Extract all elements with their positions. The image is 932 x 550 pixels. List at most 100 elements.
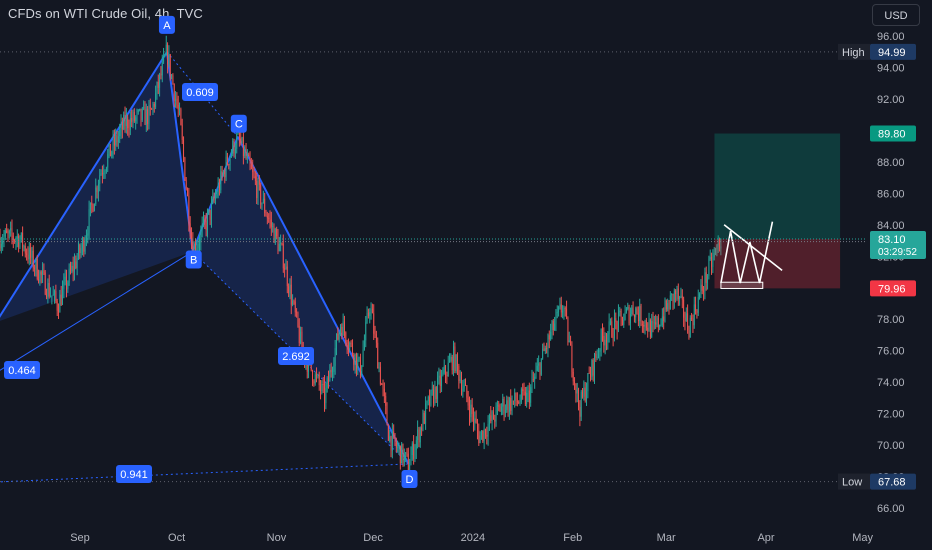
point-label-a[interactable]: A xyxy=(158,15,175,34)
time-axis[interactable]: Sep Oct Nov Dec 2024 Feb Mar Apr May xyxy=(70,532,873,544)
candle-body xyxy=(365,322,367,341)
candle-body xyxy=(447,362,449,376)
candle-body xyxy=(78,245,79,259)
candle-body xyxy=(221,171,223,175)
position-loss-zone[interactable] xyxy=(714,238,841,289)
zigzag-path[interactable] xyxy=(720,221,774,284)
point-label-c[interactable]: C xyxy=(230,114,247,133)
stop-price-tag[interactable]: 79.96 xyxy=(870,280,916,297)
candle-body xyxy=(602,329,603,337)
candle-body xyxy=(354,353,356,365)
pattern-labels-layer[interactable]: A B C D 0.609 0.464 2.692 0.941 xyxy=(4,15,418,488)
point-label-d[interactable]: D xyxy=(401,469,418,488)
candle-body xyxy=(290,284,292,305)
candle-body xyxy=(604,339,606,346)
candle-body xyxy=(641,324,643,326)
pattern-leg-cd[interactable] xyxy=(236,136,410,465)
last-price-bg xyxy=(870,230,926,259)
candle-body xyxy=(83,239,85,252)
candle-body xyxy=(213,196,215,200)
candle-body xyxy=(367,312,369,316)
candle-body xyxy=(647,327,649,332)
candle-body xyxy=(373,313,375,334)
pattern-leg-xa[interactable] xyxy=(0,51,168,322)
candle-body xyxy=(324,384,325,404)
candle-body xyxy=(527,390,529,393)
candle-body xyxy=(161,62,163,76)
currency-button[interactable]: USD xyxy=(872,4,920,26)
candle-body xyxy=(415,440,417,450)
candle-body xyxy=(88,209,90,234)
position-profit-zone[interactable] xyxy=(714,133,841,239)
ratio-label-xb[interactable]: 0.464 xyxy=(4,361,40,379)
candle-body xyxy=(531,379,533,388)
candle-body xyxy=(616,321,618,331)
candle-body xyxy=(618,311,619,331)
candle-body xyxy=(157,82,159,88)
ratio-label-xd[interactable]: 0.941 xyxy=(116,465,152,483)
candle-body xyxy=(93,204,95,212)
point-label-b[interactable]: B xyxy=(185,250,202,269)
low-price-tag[interactable]: Low 67.68 xyxy=(838,473,916,490)
candle-body xyxy=(152,104,154,110)
candle-body xyxy=(358,357,360,360)
candle-body xyxy=(250,164,252,169)
candle-body xyxy=(492,411,494,420)
candle-body xyxy=(176,98,178,105)
candle-body xyxy=(201,224,203,231)
candle-body xyxy=(700,284,702,294)
candle-body xyxy=(155,93,157,107)
candle-body xyxy=(620,311,622,317)
price-axis[interactable]: 66.0068.0070.0072.0074.0076.0078.0080.00… xyxy=(838,31,926,515)
candle-body xyxy=(425,403,427,424)
pattern-fill-xab xyxy=(0,51,193,321)
candle-body xyxy=(377,342,379,369)
candle-body xyxy=(681,295,683,300)
candle-body xyxy=(274,228,276,243)
ratio-label-cd[interactable]: 2.692 xyxy=(278,347,314,365)
candle-body xyxy=(693,304,695,326)
candle-body xyxy=(389,436,391,441)
candle-body xyxy=(668,303,670,310)
high-price-tag-prefix: High xyxy=(842,47,865,59)
candle-body xyxy=(576,389,578,394)
harmonic-pattern-layer[interactable] xyxy=(0,51,410,483)
candle-body xyxy=(199,242,200,244)
candle-body xyxy=(423,412,425,424)
triangle-annotation[interactable] xyxy=(720,221,783,290)
candle-body xyxy=(516,401,518,403)
candle-body xyxy=(225,156,227,178)
candle-body xyxy=(67,282,69,290)
candle-body xyxy=(563,308,565,312)
high-price-tag[interactable]: High 94.99 xyxy=(838,43,916,60)
ratio-label-ab[interactable]: 0.609 xyxy=(182,83,218,101)
candle-body xyxy=(369,312,371,316)
candle-body xyxy=(445,366,446,375)
triangle-upper-line[interactable] xyxy=(723,224,783,272)
candle-body xyxy=(374,333,376,335)
candles-layer xyxy=(0,35,722,472)
target-price-tag[interactable]: 89.80 xyxy=(870,125,916,142)
point-label-a-text: A xyxy=(163,20,171,32)
candle-body xyxy=(506,400,508,410)
candle-body xyxy=(321,384,323,392)
candle-body xyxy=(599,350,601,352)
candle-body xyxy=(417,429,419,441)
candle-body xyxy=(648,320,650,332)
candle-body xyxy=(667,303,669,310)
position-layer[interactable] xyxy=(714,133,841,289)
candle-body xyxy=(185,180,187,189)
candle-body xyxy=(181,124,183,140)
candle-body xyxy=(371,308,373,314)
candle-body xyxy=(611,321,613,338)
candle-body xyxy=(51,295,53,297)
triangle-base-box[interactable] xyxy=(720,281,764,290)
candle-body xyxy=(683,299,685,318)
candle-body xyxy=(349,342,351,348)
candle-body xyxy=(675,290,677,294)
candle-body xyxy=(241,137,243,143)
candle-body xyxy=(184,157,186,181)
candle-body xyxy=(36,259,38,280)
